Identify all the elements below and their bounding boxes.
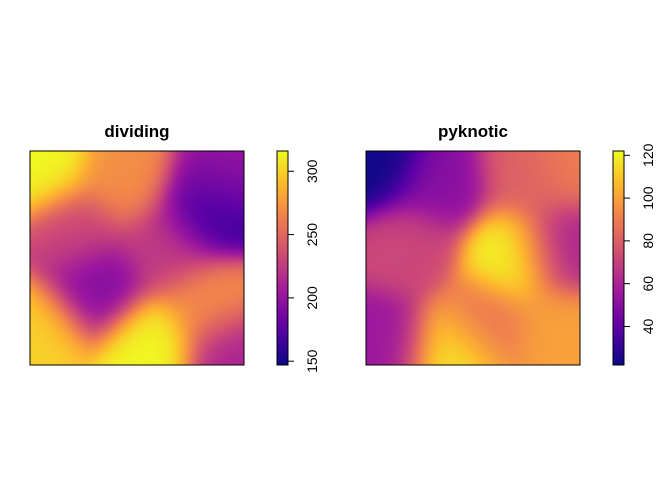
plot-frame-pyknotic	[365, 150, 581, 366]
colorbar-frame-pyknotic	[612, 150, 625, 366]
colorbar-tick-label: 300	[304, 159, 320, 183]
colorbar-tick-label: 150	[304, 349, 320, 373]
colorbar-tick-label: 120	[640, 143, 656, 167]
chart-title-dividing: dividing	[104, 122, 169, 141]
plot-frame-dividing	[29, 150, 245, 366]
colorbar-tick-label: 80	[640, 233, 656, 249]
chart-title-pyknotic: pyknotic	[438, 122, 508, 141]
colorbar-tick-label: 100	[640, 186, 656, 210]
colorbar-frame-dividing	[276, 150, 289, 366]
panel-pyknotic: pyknotic 40 60 80 100 120	[365, 122, 656, 366]
colorbar-tick-label: 250	[304, 223, 320, 247]
panel-dividing: dividing 150 200 250 300	[29, 122, 320, 373]
colorbar-tick-label: 200	[304, 286, 320, 310]
colorbar-pyknotic	[613, 151, 624, 365]
colorbar-tick-label: 40	[640, 318, 656, 334]
colorbar-dividing	[277, 151, 288, 365]
colorbar-ticks-pyknotic: 40 60 80 100 120	[624, 143, 656, 334]
heatmap-pyknotic-image	[366, 151, 580, 365]
colorbar-ticks-dividing: 150 200 250 300	[288, 159, 320, 373]
heatmap-dividing-image	[30, 151, 244, 365]
colorbar-tick-label: 60	[640, 276, 656, 292]
